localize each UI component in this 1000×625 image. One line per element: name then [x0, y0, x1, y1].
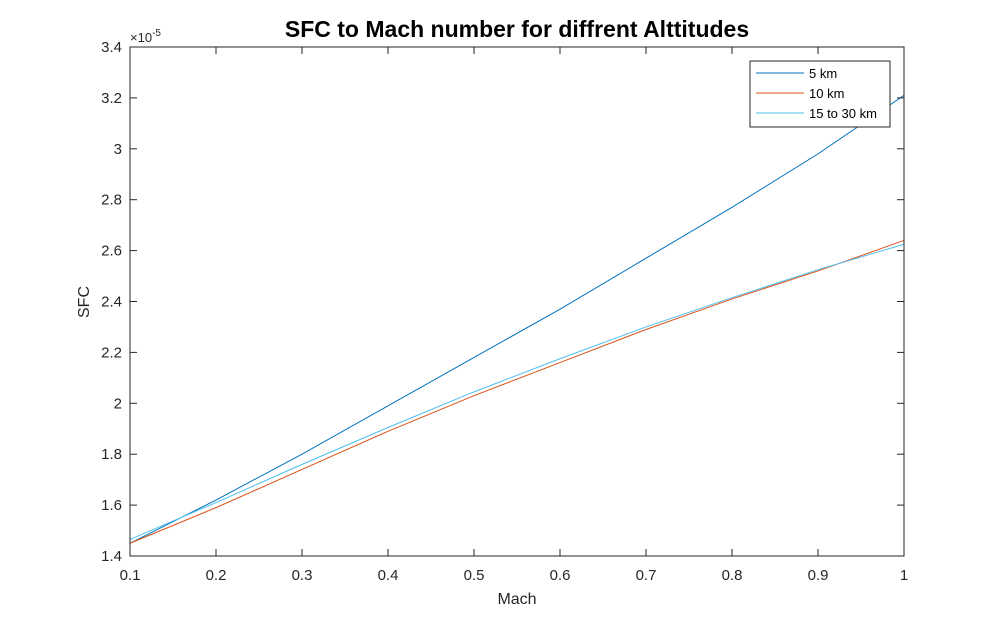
- series-line-3: [129, 243, 905, 540]
- y-tick-label: 1.4: [101, 548, 122, 565]
- series-line-1: [129, 94, 905, 544]
- y-tick-label: 2.6: [101, 243, 122, 260]
- axes-box: [129, 46, 905, 557]
- legend: 5 km 10 km 15 to 30 km: [749, 60, 891, 128]
- x-axis-label: Mach: [497, 591, 536, 608]
- x-tick-labels: 0.1 0.2 0.3 0.4 0.5 0.6 0.7 0.8 0.9 1: [120, 567, 909, 584]
- x-tick-label: 0.8: [722, 567, 743, 584]
- x-tick-label: 0.1: [120, 567, 141, 584]
- y-tick-label: 2: [114, 395, 122, 412]
- axes-background: [130, 47, 904, 556]
- y-tick-label: 1.6: [101, 497, 122, 514]
- legend-label-3: 15 to 30 km: [809, 106, 877, 121]
- legend-entries: 5 km 10 km 15 to 30 km: [756, 66, 877, 121]
- x-tick-label: 0.9: [808, 567, 829, 584]
- x-tick-label: 0.6: [550, 567, 571, 584]
- plot-area: [129, 46, 905, 557]
- x-tick-label: 0.2: [206, 567, 227, 584]
- y-exponent-base: ×10: [130, 30, 152, 45]
- x-tick-label: 1: [900, 567, 908, 584]
- y-exponent-power: -5: [152, 28, 161, 39]
- y-exponent-label: ×10-5: [130, 28, 161, 45]
- x-tick-label: 0.5: [464, 567, 485, 584]
- legend-label-1: 5 km: [809, 66, 837, 81]
- x-tick-label: 0.7: [636, 567, 657, 584]
- y-tick-label: 3: [114, 141, 122, 158]
- series-line-2: [129, 239, 905, 544]
- x-tick-label: 0.3: [292, 567, 313, 584]
- chart-title: SFC to Mach number for diffrent Alttitud…: [285, 16, 749, 42]
- y-tick-label: 2.2: [101, 344, 122, 361]
- y-tick-label: 2.4: [101, 294, 122, 311]
- y-tick-label: 1.8: [101, 446, 122, 463]
- y-tick-label: 3.2: [101, 90, 122, 107]
- y-tick-label: 3.4: [101, 39, 122, 56]
- y-tick-labels: 1.4 1.6 1.8 2 2.2 2.4 2.6 2.8 3 3.2 3.4: [101, 39, 122, 565]
- legend-box: [749, 60, 891, 128]
- y-axis-label: SFC: [76, 286, 93, 318]
- series-layer: [129, 94, 905, 544]
- x-tick-label: 0.4: [378, 567, 399, 584]
- legend-label-2: 10 km: [809, 86, 844, 101]
- y-tick-label: 2.8: [101, 192, 122, 209]
